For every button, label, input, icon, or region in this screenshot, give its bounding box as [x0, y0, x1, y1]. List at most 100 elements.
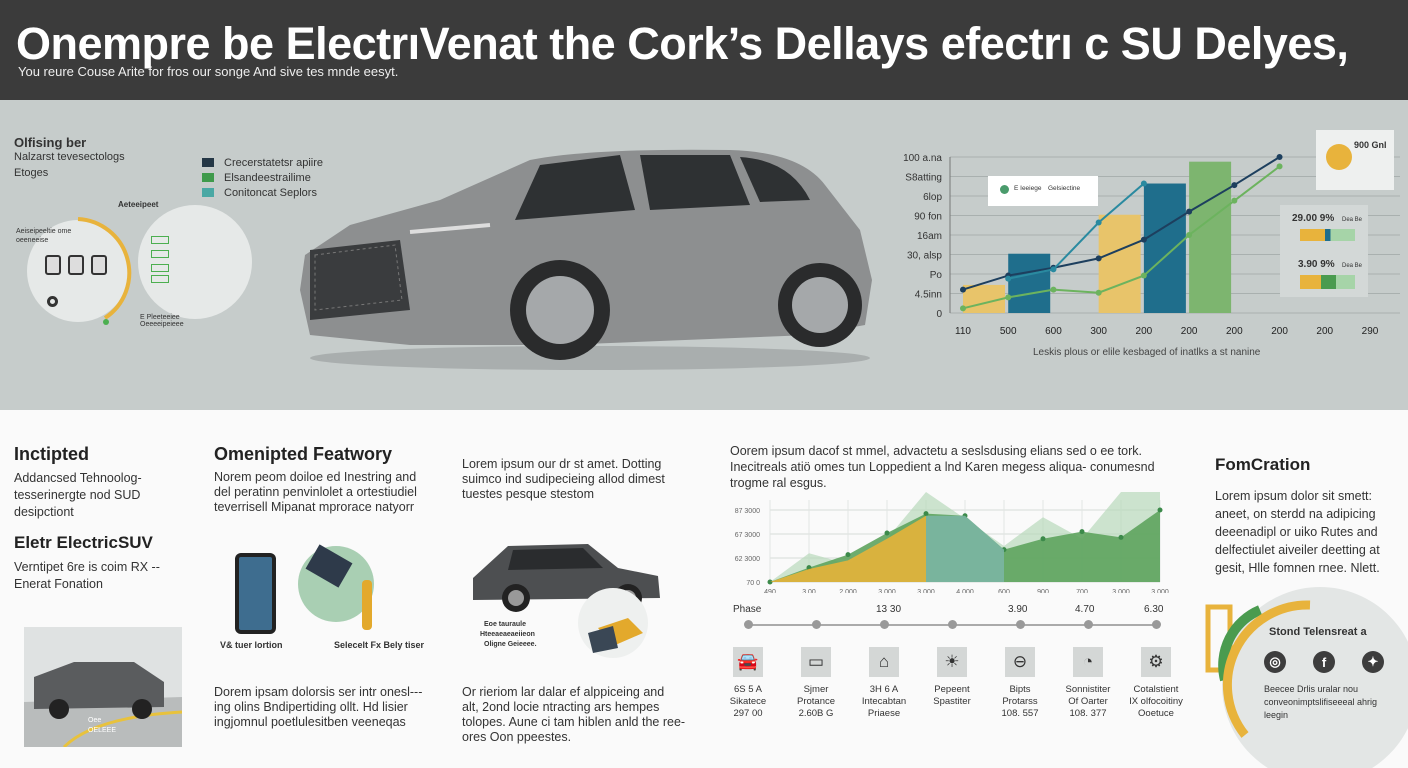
stat-bar: [1300, 275, 1355, 289]
y-tick-label: 87 3000: [735, 508, 760, 515]
shield-icon: [1000, 185, 1009, 194]
data-point: [1186, 208, 1193, 215]
battery-icon: ▭: [801, 647, 831, 677]
pie-label: 900 Gnl: [1354, 140, 1387, 150]
y-tick-label: 4.5inn: [915, 290, 942, 301]
timeline-node[interactable]: [1016, 620, 1025, 629]
legend-swatch: [202, 158, 214, 167]
data-point: [1276, 154, 1283, 160]
y-tick-label: 0: [936, 309, 942, 320]
data-point: [1140, 180, 1147, 187]
stats-card: 29.00 9% Dea Be 3.90 9% Dea Be: [1280, 205, 1368, 297]
x-tick-label: 600: [1045, 326, 1062, 337]
section-heading: FomCration: [1215, 455, 1311, 474]
y-tick-label: 30, alsp: [907, 251, 942, 262]
data-point: [1050, 286, 1057, 293]
timeline-node[interactable]: [1084, 620, 1093, 629]
x-tick-label: 3.000: [917, 589, 935, 593]
paragraph-line: deeenadipl or uiko Rutes and: [1215, 525, 1378, 539]
legend-swatch: [202, 188, 214, 197]
timeline-item-label: 6S 5 A Sikatece 297 00: [729, 684, 767, 719]
timeline-label: 13 30: [876, 604, 902, 615]
facebook-icon[interactable]: f: [1313, 651, 1335, 673]
network-icon: ⚙: [1141, 647, 1171, 677]
paragraph-line: Enerat Fonation: [14, 577, 103, 591]
paragraph-line: ores Oon ppeestes.: [462, 730, 572, 744]
timeline-item-label: Cotalstient IX olfocoitiny Ooetuce: [1129, 684, 1183, 719]
data-point: [1276, 163, 1283, 170]
legend-label: Conitoncat Seplors: [224, 187, 317, 199]
photo-label: Oee: [88, 717, 102, 724]
illustration-caption: V& tuer lortion: [220, 640, 283, 650]
timeline-node[interactable]: [948, 620, 957, 629]
checkbox-icon: [151, 250, 169, 258]
timeline-label: Phase: [733, 604, 762, 615]
data-point: [923, 511, 929, 517]
chart-legend-box: E Ieeiege Gelsiectine: [988, 176, 1098, 206]
y-tick-label: S8atting: [905, 173, 942, 184]
timeline-node[interactable]: [744, 620, 753, 629]
plug-icon: ⊖: [1005, 647, 1035, 677]
instagram-icon[interactable]: ◎: [1264, 651, 1286, 673]
data-point: [1118, 534, 1124, 540]
area-series: [926, 515, 1004, 582]
checkbox-icon: [151, 236, 169, 244]
y-tick-label: 70 0: [746, 580, 760, 587]
x-tick-label: 200: [1136, 326, 1153, 337]
x-tick-label: 3.000: [1151, 589, 1169, 593]
data-point: [1095, 255, 1102, 262]
twitter-icon[interactable]: ✦: [1362, 651, 1384, 673]
illustration-caption: Hteeaeaeaeiieon: [480, 631, 535, 638]
hero-heading: Olfising ber: [14, 135, 87, 150]
section-heading: Inctipted: [14, 444, 89, 464]
data-point: [1005, 275, 1012, 282]
timeline-node[interactable]: [812, 620, 821, 629]
paragraph-line: leegin: [1264, 710, 1289, 720]
x-tick-label: 3.00: [802, 589, 816, 593]
x-tick-label: 200: [1271, 326, 1288, 337]
area-series: [770, 515, 926, 582]
timeline-node[interactable]: [1152, 620, 1161, 629]
timeline-label: 3.90: [1008, 604, 1028, 615]
section-heading: Omenipted Featwory: [214, 444, 393, 464]
paragraph-line: conveonimptslifiseeeal ahrig: [1264, 697, 1378, 707]
paragraph-line: ing olins Bndipertiding ollt. Hd lisier: [214, 700, 408, 714]
x-tick-label: 3.000: [1112, 589, 1130, 593]
paragraph-line: Lorem ipsum our dr st amet. Dotting: [462, 457, 662, 471]
legend-label: Gelsiectine: [1048, 185, 1081, 192]
paragraph-line: Or rieriom lar dalar ef alppiceing and: [462, 685, 665, 699]
data-point: [1140, 272, 1147, 279]
paragraph-line: gesit, Hlle fomnen rnee. Nlett.: [1215, 561, 1380, 575]
x-tick-label: 900: [1037, 589, 1049, 593]
smartphone-icon: [235, 553, 276, 634]
timeline-label: 4.70: [1075, 604, 1095, 615]
car-icon: 🚘: [733, 647, 763, 677]
hero-subheading: Nalzarst tevesectologs: [14, 151, 125, 163]
callout-label: oeeneeise: [16, 237, 49, 244]
stat-value: 29.00 9%: [1292, 213, 1335, 224]
y-tick-label: 62 3000: [735, 556, 760, 563]
gauge-icon: ◔: [1073, 647, 1103, 677]
data-point: [1050, 266, 1057, 273]
illustration-caption: Eoe tauraule: [484, 621, 527, 628]
x-tick-label: 2.000: [839, 589, 857, 593]
checkbox-icon: [151, 264, 169, 272]
data-point: [1231, 182, 1238, 189]
paragraph-line: desipctiont: [14, 505, 74, 519]
sun-icon: ☀: [937, 647, 967, 677]
bar: [1143, 183, 1186, 313]
data-point: [1040, 536, 1046, 542]
paragraph-line: delfectiulet aiveiler deetting at: [1215, 543, 1380, 557]
bar: [1098, 214, 1141, 313]
stat-tag: Dea Be: [1342, 263, 1363, 269]
paragraph-line: Verntipet 6re is coim RX --: [14, 560, 160, 574]
series-line: [1008, 182, 1145, 280]
x-tick-label: 500: [1000, 326, 1017, 337]
header-banner: [0, 0, 1408, 100]
illustration-caption: Oligne Geieeee.: [484, 641, 537, 648]
feature-circle: [138, 205, 252, 319]
social-title: Stond Telensreat a: [1269, 626, 1367, 638]
paragraph-line: Beecee Drlis uralar nou: [1264, 684, 1359, 694]
timeline-node[interactable]: [880, 620, 889, 629]
legend-swatch: [202, 173, 214, 182]
